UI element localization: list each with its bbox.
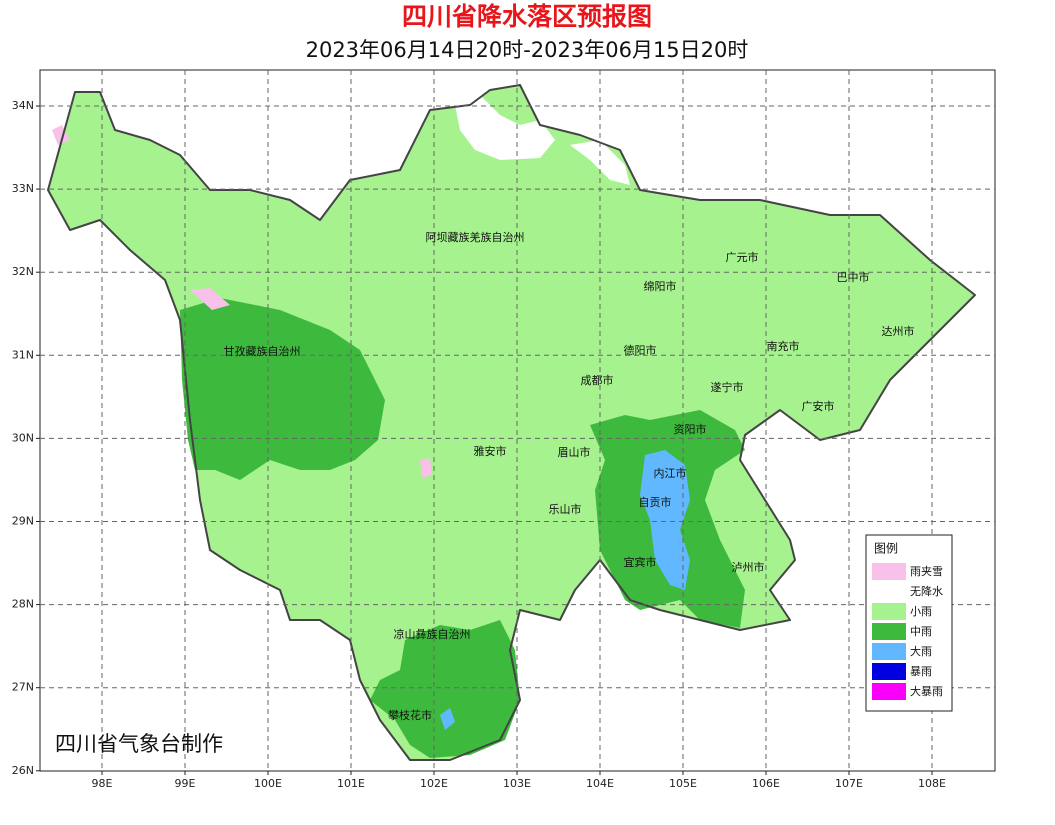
lon-label: 103E: [503, 777, 531, 790]
legend-label: 中雨: [910, 625, 932, 638]
heavy-rain-area: [440, 708, 455, 730]
lat-label: 31N: [12, 348, 34, 361]
legend-swatch: [872, 623, 906, 640]
legend-swatch: [872, 603, 906, 620]
subtitle: 2023年06月14日20时-2023年06月15日20时: [306, 38, 749, 62]
region-label: 攀枝花市: [388, 708, 432, 722]
title: 四川省降水落区预报图: [402, 2, 652, 31]
sleet-area: [190, 288, 230, 310]
legend-label: 大暴雨: [910, 684, 943, 698]
lat-label: 32N: [12, 265, 34, 278]
lat-label: 29N: [12, 515, 34, 528]
region-label: 南充市: [767, 339, 800, 353]
moderate-rain-area: [180, 298, 385, 480]
lon-label: 100E: [254, 777, 282, 790]
region-label: 乐山市: [549, 502, 582, 516]
lat-label: 27N: [12, 681, 34, 694]
lon-label: 108E: [918, 777, 946, 790]
lat-label: 26N: [12, 764, 34, 777]
precip-areas: [47, 84, 976, 761]
region-label: 甘孜藏族自治州: [224, 344, 301, 358]
moderate-rain-area: [370, 620, 520, 758]
legend-label: 无降水: [910, 584, 943, 598]
lon-label: 99E: [175, 777, 196, 790]
lat-label: 28N: [12, 598, 34, 611]
legend-title: 图例: [874, 542, 898, 556]
lon-label: 102E: [420, 777, 448, 790]
region-label: 德阳市: [624, 343, 657, 357]
legend-label: 暴雨: [910, 665, 932, 678]
region-label: 眉山市: [558, 445, 591, 459]
region-label: 成都市: [581, 373, 614, 387]
lon-label: 107E: [835, 777, 863, 790]
region-label: 广元市: [726, 250, 759, 264]
lat-label: 30N: [12, 431, 34, 444]
legend-label: 小雨: [910, 605, 932, 618]
sleet-area: [52, 125, 70, 145]
region-label: 宜宾市: [624, 555, 657, 569]
graticule: 34N 33N 32N 31N 30N 29N 28N 27N 26N 98E 99E 100E 101…: [12, 70, 995, 790]
lat-label: 33N: [12, 182, 34, 195]
legend-swatch: [872, 583, 906, 600]
province-border: [47, 84, 976, 761]
lon-label: 98E: [92, 777, 113, 790]
lon-label: 105E: [669, 777, 697, 790]
region-label: 达州市: [882, 324, 915, 338]
region-label: 绵阳市: [644, 279, 677, 293]
region-label: 自贡市: [639, 495, 672, 509]
region-label: 阿坝藏族羌族自治州: [426, 230, 525, 244]
legend-swatch: [872, 683, 906, 700]
region-label: 资阳市: [674, 422, 707, 436]
legend-swatch: [872, 663, 906, 680]
lon-label: 104E: [586, 777, 614, 790]
lon-label: 101E: [337, 777, 365, 790]
legend-label: 雨夹雪: [910, 565, 943, 578]
region-label: 巴中市: [837, 270, 870, 284]
legend-swatch: [872, 643, 906, 660]
region-label: 内江市: [654, 466, 687, 480]
legend-label: 大雨: [910, 644, 932, 658]
lat-label: 34N: [12, 99, 34, 112]
legend-swatch: [872, 563, 906, 580]
region-label: 广安市: [802, 399, 835, 413]
credit: 四川省气象台制作: [55, 732, 223, 756]
lon-label: 106E: [752, 777, 780, 790]
heavy-rain-area: [640, 450, 690, 590]
region-label: 雅安市: [474, 444, 507, 458]
region-label: 凉山彝族自治州: [394, 627, 471, 641]
region-label: 遂宁市: [711, 380, 744, 394]
no-rain-area: [455, 95, 555, 160]
region-label: 泸州市: [732, 560, 765, 574]
sleet-area: [420, 458, 432, 478]
